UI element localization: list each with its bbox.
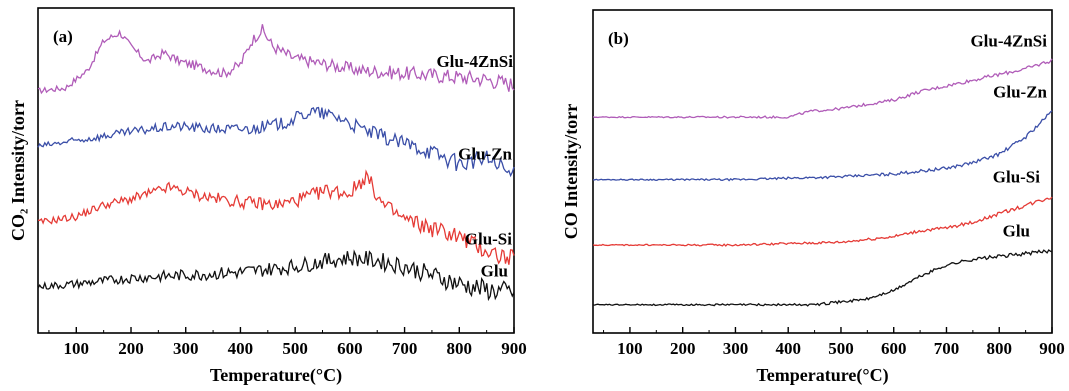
- x-tick-label: 300: [723, 339, 749, 358]
- x-tick-label: 200: [118, 339, 144, 358]
- series-line-glu-si: [37, 169, 515, 265]
- x-tick-label: 800: [447, 339, 473, 358]
- x-tick-label: 400: [228, 339, 254, 358]
- x-tick-label: 500: [828, 339, 854, 358]
- series-label: Glu-4ZnSi: [970, 31, 1047, 50]
- series-line-glu: [37, 249, 515, 302]
- series-line-glu-si: [592, 196, 1053, 247]
- x-ticks: 100 200 300 400 500 600 700 800 900: [603, 327, 1065, 358]
- series-label: Glu-Zn: [458, 145, 512, 164]
- x-tick-label: 100: [64, 339, 90, 358]
- plot-frame: [592, 9, 1053, 334]
- y-axis-label: CO Intensity/torr: [561, 104, 581, 239]
- x-ticks: 100 200 300 400 500 600 700 800 900: [48, 327, 527, 358]
- series-label: Glu-4ZnSi: [436, 52, 513, 71]
- x-tick-label: 300: [173, 339, 199, 358]
- x-tick-label: 700: [392, 339, 418, 358]
- series-line-glu-4znsi: [37, 24, 515, 95]
- series-group: Glu-4ZnSi Glu-Zn Glu-Si Glu: [592, 31, 1053, 307]
- series-line-glu-zn: [37, 106, 515, 178]
- x-tick-label: 700: [934, 339, 960, 358]
- panel-b-chart: Glu-4ZnSi Glu-Zn Glu-Si Glu 100 200 300 400 500…: [561, 9, 1065, 386]
- y-axis-label: CO₂ Intensity/torr: [8, 100, 28, 241]
- series-line-glu: [592, 249, 1053, 307]
- series-line-glu-4znsi: [592, 58, 1053, 119]
- series-label: Glu-Si: [993, 168, 1041, 187]
- x-axis-label: Temperature(°C): [756, 365, 888, 386]
- panel-label: (a): [53, 27, 73, 46]
- series-label: Glu: [1003, 222, 1030, 241]
- x-tick-label: 400: [775, 339, 801, 358]
- x-tick-label: 900: [1039, 339, 1065, 358]
- plot-frame: [37, 7, 515, 334]
- x-tick-label: 800: [986, 339, 1012, 358]
- panel-a-chart: Glu-4ZnSi Glu-Zn Glu-Si Glu 100 200 300 400 500…: [8, 7, 527, 386]
- series-group: Glu-4ZnSi Glu-Zn Glu-Si Glu: [37, 24, 515, 302]
- x-tick-label: 600: [337, 339, 363, 358]
- series-label: Glu: [481, 262, 508, 281]
- x-tick-label: 100: [617, 339, 643, 358]
- series-line-glu-zn: [592, 110, 1053, 182]
- x-axis-label: Temperature(°C): [210, 365, 342, 386]
- x-tick-label: 600: [881, 339, 907, 358]
- x-tick-label: 500: [282, 339, 308, 358]
- series-label: Glu-Si: [465, 230, 513, 249]
- series-label: Glu-Zn: [993, 82, 1047, 101]
- panel-label: (b): [608, 29, 629, 48]
- x-tick-label: 200: [670, 339, 696, 358]
- x-tick-label: 900: [501, 339, 527, 358]
